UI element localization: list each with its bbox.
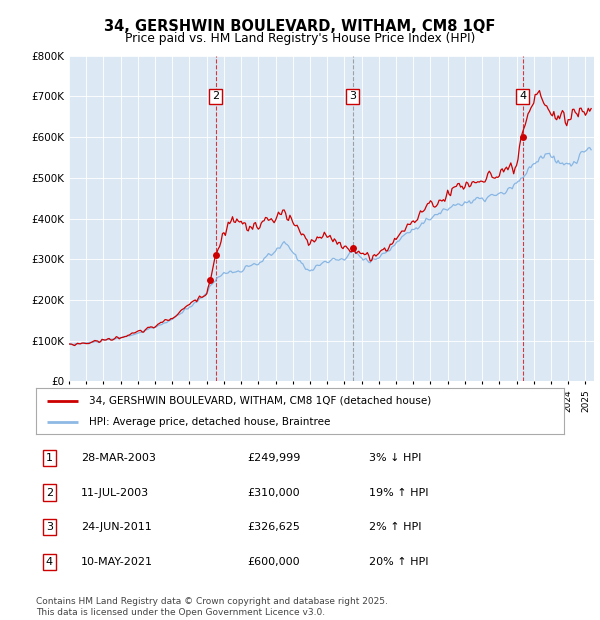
Text: 10-MAY-2021: 10-MAY-2021 [81,557,153,567]
Text: 3: 3 [349,92,356,102]
Text: 4: 4 [519,92,526,102]
Text: 1: 1 [46,453,53,463]
Text: 3: 3 [46,523,53,533]
Text: 3% ↓ HPI: 3% ↓ HPI [368,453,421,463]
Text: 34, GERSHWIN BOULEVARD, WITHAM, CM8 1QF: 34, GERSHWIN BOULEVARD, WITHAM, CM8 1QF [104,19,496,33]
Text: 2: 2 [212,92,220,102]
Text: 11-JUL-2003: 11-JUL-2003 [81,487,149,497]
Text: £326,625: £326,625 [247,523,300,533]
Text: £600,000: £600,000 [247,557,300,567]
Text: 34, GERSHWIN BOULEVARD, WITHAM, CM8 1QF (detached house): 34, GERSHWIN BOULEVARD, WITHAM, CM8 1QF … [89,396,431,405]
Text: HPI: Average price, detached house, Braintree: HPI: Average price, detached house, Brai… [89,417,330,427]
Text: 2% ↑ HPI: 2% ↑ HPI [368,523,421,533]
Text: Price paid vs. HM Land Registry's House Price Index (HPI): Price paid vs. HM Land Registry's House … [125,32,475,45]
Text: Contains HM Land Registry data © Crown copyright and database right 2025.
This d: Contains HM Land Registry data © Crown c… [36,598,388,617]
Text: £310,000: £310,000 [247,487,300,497]
Text: 4: 4 [46,557,53,567]
Text: 2: 2 [46,487,53,497]
Text: £249,999: £249,999 [247,453,301,463]
Text: 24-JUN-2011: 24-JUN-2011 [81,523,152,533]
Text: 19% ↑ HPI: 19% ↑ HPI [368,487,428,497]
Text: 28-MAR-2003: 28-MAR-2003 [81,453,156,463]
Text: 20% ↑ HPI: 20% ↑ HPI [368,557,428,567]
